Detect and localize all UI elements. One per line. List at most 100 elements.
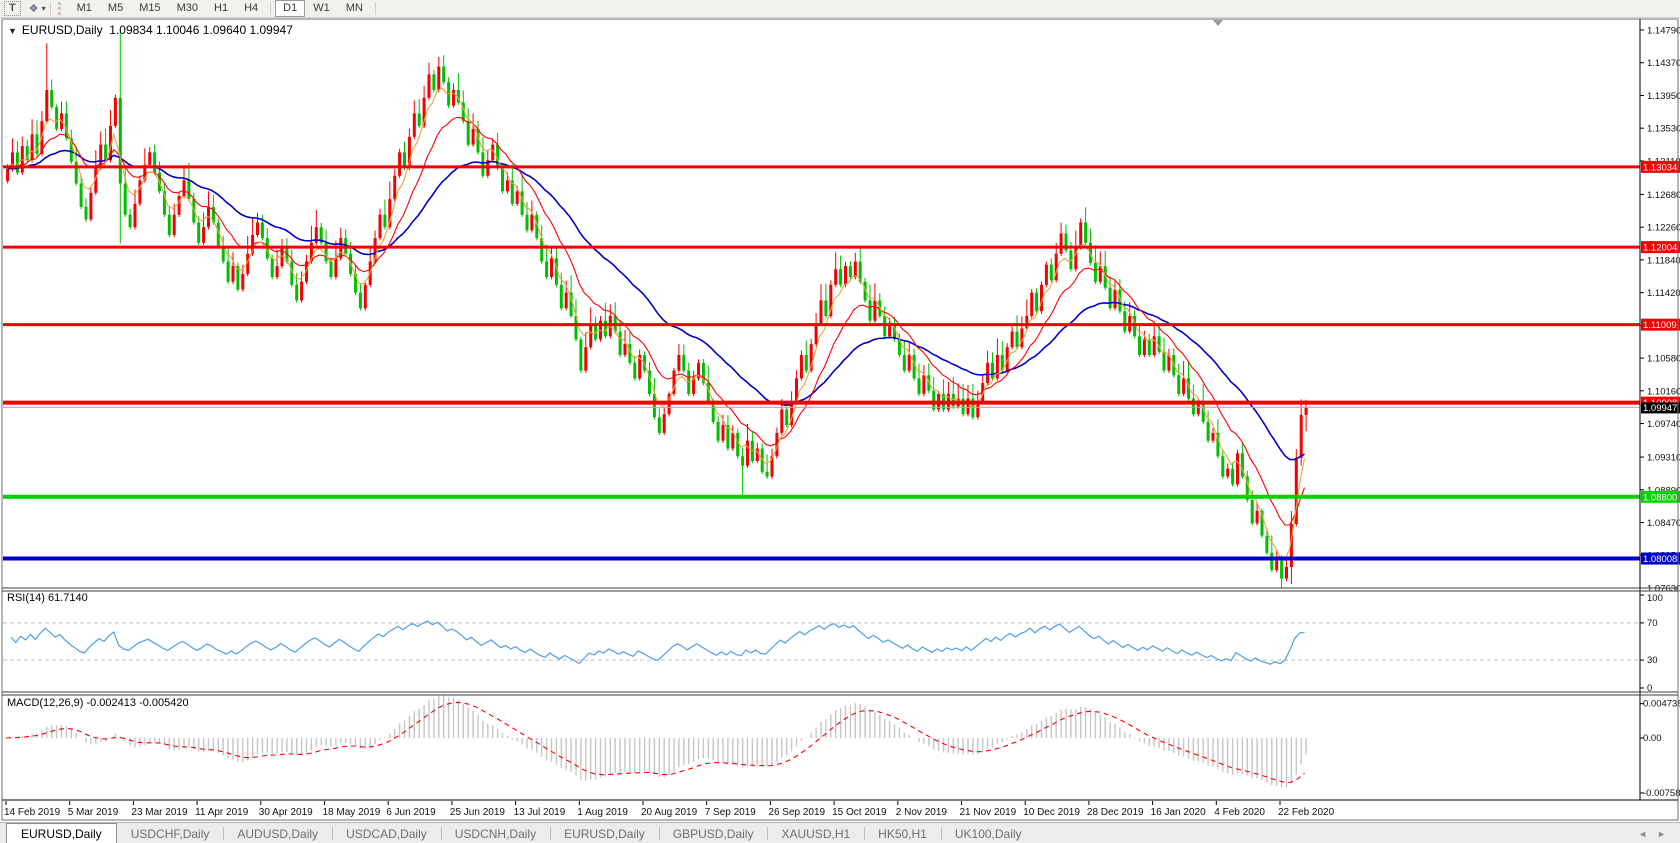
macd-axis-label: -0.00758 (1643, 788, 1680, 799)
toolbar-separator (374, 2, 376, 15)
chart-tab-eurusd-daily[interactable]: EURUSD,Daily (6, 823, 117, 843)
toolbar-drag-handle[interactable] (57, 2, 66, 15)
symbol-period-label: EURUSD,Daily (21, 23, 103, 37)
toolbar-separator (270, 2, 272, 15)
timeframe-h1-button[interactable]: H1 (214, 2, 229, 14)
chart-canvas[interactable]: 100 70 30 0 0.004738 0.00 -0.00758 1.14790 1.143… (0, 0, 1680, 822)
price-axis-label: 1.09740 (1647, 419, 1680, 430)
level-price-label: 1.08800 (1643, 492, 1677, 503)
price-axis-label: 1.10580 (1647, 354, 1680, 365)
chart-window-background (2, 19, 1678, 820)
timeframe-w1-button[interactable]: W1 (313, 2, 330, 14)
price-axis-label: 1.11420 (1647, 288, 1680, 299)
level-price-label-box (1641, 241, 1680, 254)
time-axis-label: 16 Jan 2020 (1151, 807, 1206, 818)
level-price-label-box (1641, 490, 1680, 503)
time-axis-label: 1 Aug 2019 (577, 807, 628, 818)
time-axis-label: 25 Jun 2019 (450, 807, 505, 818)
ohlc-high: 1.10046 (156, 23, 200, 37)
ma-slow-line (5, 149, 1305, 461)
ma-fast-line (5, 87, 1306, 562)
timeframe-mn-button[interactable]: MN (345, 2, 363, 14)
macd-axis-label: 0.004738 (1643, 699, 1680, 710)
time-axis-label: 4 Feb 2020 (1214, 807, 1265, 818)
tab-scroll-controls: ◄ ► (1638, 823, 1680, 843)
level-price-label-box (1641, 552, 1680, 565)
macd-indicator-label: MACD(12,26,9) -0.002413 -0.005420 (7, 697, 189, 709)
price-axis-label: 1.10160 (1647, 386, 1680, 397)
toolbar-separator (49, 2, 51, 15)
time-axis-label: 11 Apr 2019 (195, 807, 249, 818)
timeframe-d1-button[interactable]: D1 (275, 0, 306, 17)
current-price-label: 1.09947 (1643, 403, 1677, 414)
time-axis-label: 30 Apr 2019 (259, 807, 313, 818)
time-axis-label: 10 Dec 2019 (1023, 807, 1080, 818)
chart-shift-marker (1213, 20, 1223, 26)
level-price-label: 1.13034 (1643, 162, 1677, 173)
price-axis-label: 1.14790 (1647, 26, 1680, 37)
timeframe-m30-button[interactable]: M30 (176, 2, 198, 14)
time-axis-label: 2 Nov 2019 (896, 807, 948, 818)
ohlc-low: 1.09640 (202, 23, 247, 37)
time-axis-label: 14 Feb 2019 (4, 807, 61, 818)
timeframe-h4-button[interactable]: H4 (244, 2, 259, 14)
arrange-windows-icon[interactable]: ❖ (28, 3, 39, 15)
time-axis-label: 26 Sep 2019 (768, 807, 825, 818)
ohlc-open: 1.09834 (109, 23, 153, 37)
chart-tab-usdcad-daily[interactable]: USDCAD,Daily (332, 823, 441, 843)
time-axis-label: 18 May 2019 (323, 807, 381, 818)
chart-tabs-bar: EURUSD,Daily USDCHF,Daily AUDUSD,Daily U… (0, 822, 1680, 843)
time-axis-label: 5 Mar 2019 (68, 807, 119, 818)
chart-tab-gbpusd-daily[interactable]: GBPUSD,Daily (658, 823, 768, 843)
tab-scroll-right-icon[interactable]: ► (1657, 828, 1666, 839)
timeframe-m15-button[interactable]: M15 (139, 2, 161, 14)
level-price-label-box (1641, 318, 1680, 331)
ma-medium-line (5, 116, 1306, 526)
time-axis-label: 6 Jun 2019 (386, 807, 436, 818)
chevron-down-icon[interactable]: ▾ (41, 4, 46, 13)
rsi-axis-label: 70 (1647, 618, 1658, 629)
price-axis-label: 1.11840 (1647, 255, 1680, 266)
price-axis-label: 1.07630 (1647, 583, 1680, 594)
price-axis-label: 1.08890 (1647, 485, 1680, 496)
timeframe-m1-button[interactable]: M1 (76, 2, 92, 14)
chart-menu-arrow-icon[interactable]: ▼ (8, 26, 17, 36)
current-price-label-box (1641, 402, 1680, 414)
time-axis-label: 28 Dec 2019 (1087, 807, 1144, 818)
chart-window-border (1, 18, 1679, 821)
chart-tab-xauusd-h1[interactable]: XAUUSD,H1 (767, 823, 864, 843)
rsi-line (10, 620, 1305, 665)
timeframe-m5-button[interactable]: M5 (107, 2, 124, 14)
level-price-label: 1.08008 (1643, 554, 1677, 565)
rsi-axis-label: 100 (1647, 593, 1663, 604)
price-axis-label: 1.13950 (1647, 91, 1680, 102)
time-axis-label: 20 Aug 2019 (641, 807, 698, 818)
time-axis-label: 7 Sep 2019 (705, 807, 757, 818)
price-axis-label: 1.14370 (1647, 58, 1680, 69)
chart-tab-hk50-h1[interactable]: HK50,H1 (864, 823, 941, 843)
time-axis-label: 15 Oct 2019 (832, 807, 887, 818)
text-tool-icon[interactable]: T (4, 1, 21, 16)
chart-tab-audusd-daily[interactable]: AUDUSD,Daily (223, 823, 332, 843)
chart-tab-usdchf-daily[interactable]: USDCHF,Daily (130, 827, 210, 841)
price-axis-label: 1.13530 (1647, 124, 1680, 135)
time-axis-label: 13 Jul 2019 (514, 807, 566, 818)
tab-scroll-left-icon[interactable]: ◄ (1638, 828, 1648, 839)
price-axis-label: 1.12680 (1647, 190, 1680, 201)
rsi-axis-label: 0 (1647, 683, 1652, 694)
chart-window-title: ▼ EURUSD,Daily 1.09834 1.10046 1.09640 1.… (8, 23, 293, 37)
time-axis-label: 22 Feb 2020 (1278, 807, 1335, 818)
rsi-indicator-label: RSI(14) 61.7140 (7, 592, 88, 604)
chart-tab-usdcnh-daily[interactable]: USDCNH,Daily (440, 823, 550, 843)
price-axis-label: 1.09310 (1647, 453, 1680, 464)
price-axis-label: 1.08470 (1647, 518, 1680, 529)
macd-signal-line (5, 701, 1305, 784)
chart-tab-eurusd-daily-2[interactable]: EURUSD,Daily (550, 823, 659, 843)
chart-tab-uk100-daily[interactable]: UK100,Daily (940, 823, 1036, 843)
top-toolbar: T ❖ ▾ M1 M5 M15 M30 H1 H4 D1 W1 MN (0, 0, 1680, 18)
macd-axis-label: 0.00 (1643, 733, 1662, 744)
level-price-label: 1.11009 (1643, 320, 1677, 331)
level-price-label-box (1641, 160, 1680, 173)
time-axis-label: 21 Nov 2019 (960, 807, 1017, 818)
